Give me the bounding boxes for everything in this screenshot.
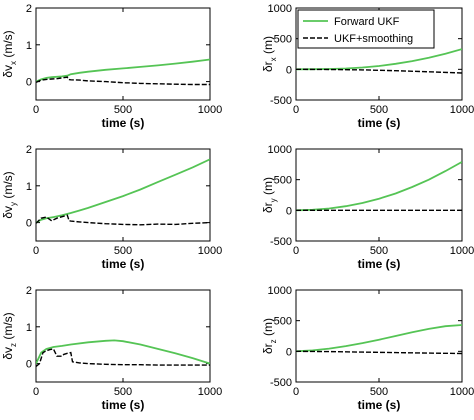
y-axis-label: δry (m): [261, 177, 278, 213]
y-tick-label: 1000: [268, 144, 292, 156]
x-axis-label: time (s): [102, 116, 145, 130]
x-axis-label: time (s): [102, 257, 145, 271]
x-tick-label: 500: [370, 386, 388, 398]
y-tick-label: 0: [26, 359, 32, 371]
x-tick-label: 0: [293, 104, 299, 116]
panel-dvx: 0 500 1000 0 1 2 time (s) δvx (m/s): [1, 3, 222, 130]
y-axis-label: δrx (m): [261, 36, 278, 72]
y-tick-label: 1000: [268, 285, 292, 297]
y-tick-label: 500: [274, 175, 292, 187]
y-tick-label: 0: [26, 218, 32, 230]
x-tick-label: 1000: [450, 245, 474, 257]
y-tick-label: 2: [26, 144, 32, 156]
x-tick-label: 500: [114, 386, 132, 398]
axes-box: [295, 148, 463, 242]
series-line-ukf-smoothing: [36, 348, 210, 368]
legend-entry: UKF+smoothing: [334, 33, 413, 45]
y-tick-label: 0: [286, 205, 292, 217]
legend-entry: Forward UKF: [334, 16, 400, 28]
legend-box: [297, 9, 435, 49]
series-line-forward-ukf: [36, 58, 210, 83]
y-tick-label: -500: [270, 236, 292, 248]
axes-box: [295, 289, 463, 383]
x-tick-label: 1000: [198, 104, 222, 116]
series-line-forward-ukf: [296, 48, 462, 71]
x-tick-label: 1000: [450, 386, 474, 398]
x-tick-label: 500: [370, 104, 388, 116]
series-line-ukf-smoothing: [36, 214, 210, 226]
series-line-forward-ukf: [296, 161, 462, 212]
y-tick-label: 1000: [268, 3, 292, 15]
series-line-ukf-smoothing: [296, 68, 462, 74]
y-tick-label: -500: [270, 95, 292, 107]
y-tick-label: 1: [26, 322, 32, 334]
legend: Forward UKF UKF+smoothing: [297, 9, 435, 49]
y-tick-label: -500: [270, 377, 292, 389]
x-axis-label: time (s): [358, 398, 401, 412]
x-tick-label: 0: [33, 245, 39, 257]
x-tick-label: 0: [33, 104, 39, 116]
x-tick-label: 500: [114, 245, 132, 257]
axes-box: [35, 7, 211, 101]
series-line-ukf-smoothing: [36, 76, 210, 86]
x-axis-label: time (s): [358, 116, 401, 130]
series-line-forward-ukf: [296, 324, 462, 353]
y-tick-label: 2: [26, 285, 32, 297]
axes-box: [35, 289, 211, 383]
y-tick-label: 0: [286, 64, 292, 76]
series-line-ukf-smoothing: [296, 350, 462, 355]
y-tick-label: 1: [26, 40, 32, 52]
x-tick-label: 0: [293, 386, 299, 398]
x-tick-label: 500: [370, 245, 388, 257]
y-tick-label: 0: [26, 77, 32, 89]
y-tick-label: 2: [26, 3, 32, 15]
x-tick-label: 500: [114, 104, 132, 116]
series-line-forward-ukf: [36, 158, 210, 224]
y-axis-label: δvy (m/s): [1, 171, 18, 218]
x-tick-label: 1000: [198, 386, 222, 398]
y-tick-label: 0: [286, 346, 292, 358]
y-axis-label: δvz (m/s): [1, 312, 18, 359]
y-axis-label: δvx (m/s): [1, 30, 18, 77]
y-tick-label: 500: [274, 316, 292, 328]
y-axis-label: δrz (m): [261, 318, 278, 354]
panel-dvy: 0 500 1000 0 1 2 time (s) δvy (m/s): [1, 144, 222, 271]
x-tick-label: 0: [293, 245, 299, 257]
series-line-forward-ukf: [36, 339, 210, 365]
x-tick-label: 0: [33, 386, 39, 398]
y-tick-label: 1: [26, 181, 32, 193]
x-tick-label: 1000: [450, 104, 474, 116]
y-tick-label: 500: [274, 34, 292, 46]
panel-dvz: 0 500 1000 0 1 2 time (s) δvz (m/s): [1, 285, 222, 412]
x-tick-label: 1000: [198, 245, 222, 257]
x-axis-label: time (s): [358, 257, 401, 271]
axes-box: [35, 148, 211, 242]
x-axis-label: time (s): [102, 398, 145, 412]
